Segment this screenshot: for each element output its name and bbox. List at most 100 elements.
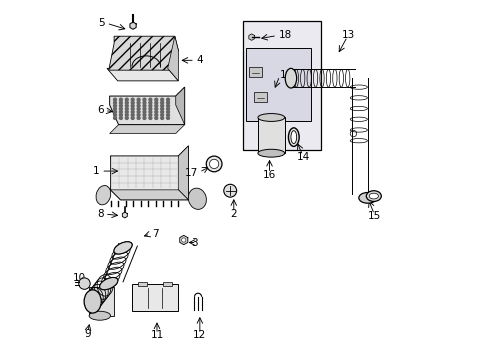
Polygon shape	[175, 87, 184, 125]
Circle shape	[143, 101, 145, 104]
Text: 1: 1	[93, 166, 100, 176]
Circle shape	[149, 113, 151, 116]
Circle shape	[161, 117, 163, 120]
Circle shape	[155, 117, 157, 120]
Circle shape	[155, 104, 157, 107]
Circle shape	[125, 101, 128, 104]
Circle shape	[143, 104, 145, 107]
Circle shape	[161, 113, 163, 116]
Bar	[132, 284, 178, 311]
Circle shape	[119, 117, 122, 120]
Text: 5: 5	[99, 18, 105, 28]
Circle shape	[125, 111, 128, 113]
Bar	[163, 282, 172, 286]
Circle shape	[137, 104, 140, 107]
Circle shape	[113, 113, 116, 116]
Circle shape	[119, 113, 122, 116]
Circle shape	[131, 111, 134, 113]
Bar	[242, 21, 321, 150]
Circle shape	[113, 107, 116, 110]
Circle shape	[125, 107, 128, 110]
Text: 3: 3	[191, 238, 198, 248]
Text: 17: 17	[184, 168, 198, 178]
Text: 18: 18	[278, 30, 291, 40]
Circle shape	[161, 101, 163, 104]
Circle shape	[143, 107, 145, 110]
Circle shape	[161, 98, 163, 101]
Circle shape	[131, 101, 134, 104]
Polygon shape	[122, 212, 127, 218]
Circle shape	[119, 111, 122, 113]
Circle shape	[149, 111, 151, 113]
Polygon shape	[167, 36, 178, 81]
Text: 10: 10	[73, 273, 86, 283]
Circle shape	[125, 98, 128, 101]
Ellipse shape	[84, 290, 101, 313]
Bar	[248, 67, 261, 77]
Ellipse shape	[285, 68, 296, 88]
Circle shape	[137, 98, 140, 101]
Circle shape	[155, 113, 157, 116]
Ellipse shape	[188, 188, 206, 210]
Bar	[257, 117, 284, 153]
Circle shape	[131, 98, 134, 101]
Circle shape	[119, 104, 122, 107]
Circle shape	[161, 107, 163, 110]
Polygon shape	[110, 146, 188, 200]
Circle shape	[155, 111, 157, 113]
Circle shape	[131, 107, 134, 110]
Circle shape	[113, 104, 116, 107]
Circle shape	[113, 98, 116, 101]
Circle shape	[125, 117, 128, 120]
Circle shape	[149, 104, 151, 107]
Circle shape	[166, 111, 169, 113]
Polygon shape	[110, 190, 188, 200]
Ellipse shape	[358, 193, 376, 203]
Bar	[89, 287, 114, 316]
Circle shape	[125, 104, 128, 107]
Text: 15: 15	[367, 211, 381, 221]
Circle shape	[149, 101, 151, 104]
Circle shape	[149, 117, 151, 120]
Polygon shape	[180, 235, 187, 245]
Text: 9: 9	[84, 329, 90, 339]
Text: 16: 16	[263, 170, 276, 180]
Text: 12: 12	[193, 330, 206, 341]
Bar	[138, 282, 147, 286]
Circle shape	[113, 111, 116, 113]
Ellipse shape	[257, 113, 284, 121]
Circle shape	[166, 98, 169, 101]
Circle shape	[119, 98, 122, 101]
Text: 2: 2	[230, 209, 237, 219]
Text: 13: 13	[341, 30, 354, 40]
Circle shape	[131, 113, 134, 116]
Polygon shape	[178, 146, 188, 200]
Circle shape	[119, 101, 122, 104]
Ellipse shape	[257, 149, 284, 157]
Circle shape	[79, 278, 90, 289]
Circle shape	[143, 113, 145, 116]
Circle shape	[149, 107, 151, 110]
Circle shape	[224, 184, 236, 197]
Text: 11: 11	[150, 330, 163, 341]
Circle shape	[137, 101, 140, 104]
Circle shape	[131, 117, 134, 120]
Circle shape	[143, 111, 145, 113]
Text: 4: 4	[196, 55, 203, 65]
Circle shape	[155, 101, 157, 104]
Circle shape	[143, 117, 145, 120]
Circle shape	[137, 107, 140, 110]
Circle shape	[155, 107, 157, 110]
Text: 14: 14	[296, 152, 309, 162]
Polygon shape	[107, 68, 178, 81]
Circle shape	[209, 159, 218, 168]
Polygon shape	[109, 125, 184, 134]
Circle shape	[143, 98, 145, 101]
Polygon shape	[248, 34, 254, 40]
Text: 19: 19	[280, 69, 293, 80]
Ellipse shape	[288, 128, 299, 147]
Circle shape	[161, 111, 163, 113]
Polygon shape	[108, 36, 178, 70]
Circle shape	[137, 113, 140, 116]
Circle shape	[161, 104, 163, 107]
